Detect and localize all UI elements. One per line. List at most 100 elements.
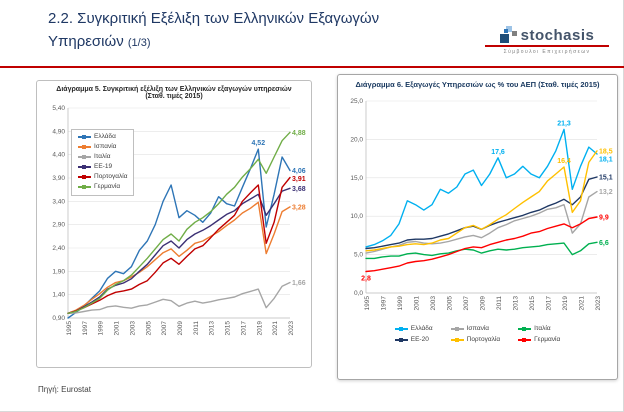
y-tick-label: 15,0 — [350, 175, 363, 182]
legend-marker-icon — [78, 155, 91, 160]
legend-label: Ιταλία — [94, 153, 111, 160]
data-annotation: 21,3 — [557, 120, 571, 127]
legend-label: Ιταλία — [534, 325, 551, 332]
legend-label: Ελλάδα — [94, 133, 116, 140]
data-annotation: 17,6 — [491, 149, 505, 156]
x-tick-label: 2013 — [209, 321, 216, 336]
legend-label: ΕΕ-20 — [410, 335, 429, 343]
legend-marker-icon — [78, 145, 91, 150]
data-annotation: 4,52 — [251, 140, 265, 147]
x-tick-label: 2005 — [145, 321, 152, 336]
series-line-Ισπανία — [67, 201, 291, 315]
chart-card-6: Διάγραμμα 6. Εξαγωγές Υπηρεσιών ως % του… — [337, 74, 618, 380]
y-tick-label: 1,90 — [52, 268, 65, 275]
series-line-Ελλάδα — [67, 148, 291, 319]
chart6-canvas: 0,0 5,0 10,0 15,0 20,0 25,0 1995 1997 1999 2001 20… — [350, 98, 613, 311]
x-tick-label: 2009 — [480, 296, 487, 311]
x-tick-label: 2013 — [513, 296, 520, 311]
x-tick-label: 2003 — [430, 296, 437, 311]
legend-item: Πορτογαλία — [450, 335, 501, 344]
chart6-legend: Ελλάδα Ισπανία Ιταλία ΕΕ-20 Πορτογαλία Γερμαν… — [338, 325, 617, 344]
legend-marker-icon — [78, 135, 91, 140]
legend-marker-icon — [518, 327, 532, 332]
x-tick-label: 2023 — [288, 321, 295, 336]
legend-item: Ισπανία — [450, 325, 500, 333]
x-tick-label: 1995 — [66, 321, 73, 336]
chart5-title: Διάγραμμα 5. Συγκριτική εξέλιξη των Ελλη… — [56, 86, 292, 100]
logo-row: stochasis — [481, 26, 613, 43]
x-tick-label: 2021 — [579, 296, 586, 311]
end-value-label: 18,5 — [599, 148, 613, 155]
end-value-label: 1,66 — [292, 280, 306, 287]
legend-label: Πορτογαλία — [94, 173, 128, 180]
legend-item: Γερμανία — [518, 335, 561, 344]
source-note: Πηγή: Eurostat — [38, 385, 91, 394]
legend-item: Ελλάδα — [394, 325, 433, 333]
end-value-label: 6,6 — [599, 240, 609, 247]
legend-marker-icon — [450, 337, 464, 342]
legend-marker-icon — [394, 337, 408, 342]
x-tick-label: 1997 — [82, 321, 89, 336]
x-tick-label: 2009 — [177, 321, 184, 336]
legend-label: Γερμανία — [534, 335, 561, 343]
x-tick-label: 2023 — [595, 296, 602, 311]
x-tick-label: 2007 — [161, 321, 168, 336]
x-tick-label: 1995 — [364, 296, 371, 311]
x-tick-label: 2017 — [240, 321, 247, 336]
chart-card-5: Διάγραμμα 5. Συγκριτική εξέλιξη των Ελλη… — [36, 80, 312, 368]
series-line-Ελλάδα — [365, 128, 598, 248]
legend-marker-icon — [78, 165, 91, 170]
legend-item: ΕΕ-20 — [394, 335, 433, 344]
title-suffix: (1/3) — [127, 36, 151, 49]
y-tick-label: 3,40 — [52, 198, 65, 205]
series-line-Ιταλία — [67, 281, 291, 315]
end-value-label: 13,2 — [599, 189, 613, 196]
y-tick-label: 4,90 — [52, 128, 65, 135]
y-tick-label: 2,40 — [52, 245, 65, 252]
x-tick-label: 2011 — [193, 321, 200, 335]
legend-marker-icon — [518, 337, 532, 342]
y-tick-label: 5,0 — [354, 252, 363, 259]
series-line-ΕΕ-19 — [67, 187, 291, 315]
y-tick-label: 25,0 — [350, 98, 363, 105]
end-value-label: 4,88 — [292, 130, 306, 137]
end-value-label: 3,68 — [292, 186, 306, 193]
x-tick-label: 1999 — [397, 296, 404, 311]
y-tick-label: 3,90 — [52, 175, 65, 182]
y-tick-label: 10,0 — [350, 213, 363, 220]
x-tick-label: 2017 — [546, 296, 553, 311]
x-tick-label: 2007 — [463, 296, 470, 311]
page-title: 2.2. Συγκριτική Εξέλιξη των Ελληνικών Εξ… — [48, 8, 478, 53]
x-tick-label: 2001 — [114, 321, 121, 336]
legend-item: Πορτογαλία — [78, 173, 128, 181]
logo-tagline: Σύμβουλοι Επιχειρήσεων — [503, 49, 591, 55]
legend-marker-icon — [394, 327, 408, 332]
end-value-label: 3,28 — [292, 204, 306, 211]
legend-label: Ισπανία — [94, 143, 117, 150]
x-tick-label: 2003 — [129, 321, 136, 336]
series-line-Γερμανία — [365, 216, 598, 273]
stochasis-logo: stochasis Σύμβουλοι Επιχειρήσεων — [481, 26, 613, 55]
x-tick-label: 2015 — [529, 296, 536, 311]
y-tick-label: 20,0 — [350, 136, 363, 143]
x-tick-label: 2001 — [414, 296, 421, 311]
legend-label: Πορτογαλία — [466, 335, 501, 343]
x-tick-label: 2019 — [562, 296, 569, 311]
series-line-Ισπανία — [365, 190, 598, 254]
x-tick-label: 2005 — [447, 296, 454, 311]
title-line2: Υπηρεσιών — [48, 32, 124, 50]
legend-item: Ισπανία — [78, 143, 127, 151]
y-tick-label: 4,40 — [52, 152, 65, 159]
legend-marker-icon — [78, 175, 91, 180]
end-value-label: 15,1 — [599, 175, 613, 182]
title-line1: 2.2. Συγκριτική Εξέλιξη των Ελληνικών Εξ… — [48, 10, 380, 27]
legend-label: Ισπανία — [466, 325, 490, 332]
data-annotation: 2,8 — [361, 275, 371, 282]
end-value-label: 3,91 — [292, 176, 306, 183]
x-tick-label: 2021 — [272, 321, 279, 336]
x-tick-label: 1999 — [98, 321, 105, 336]
legend-item: Ιταλία — [518, 325, 560, 333]
header-divider — [0, 66, 624, 68]
series-line-Πορτογαλία — [67, 176, 291, 315]
x-tick-label: 2011 — [496, 296, 503, 310]
